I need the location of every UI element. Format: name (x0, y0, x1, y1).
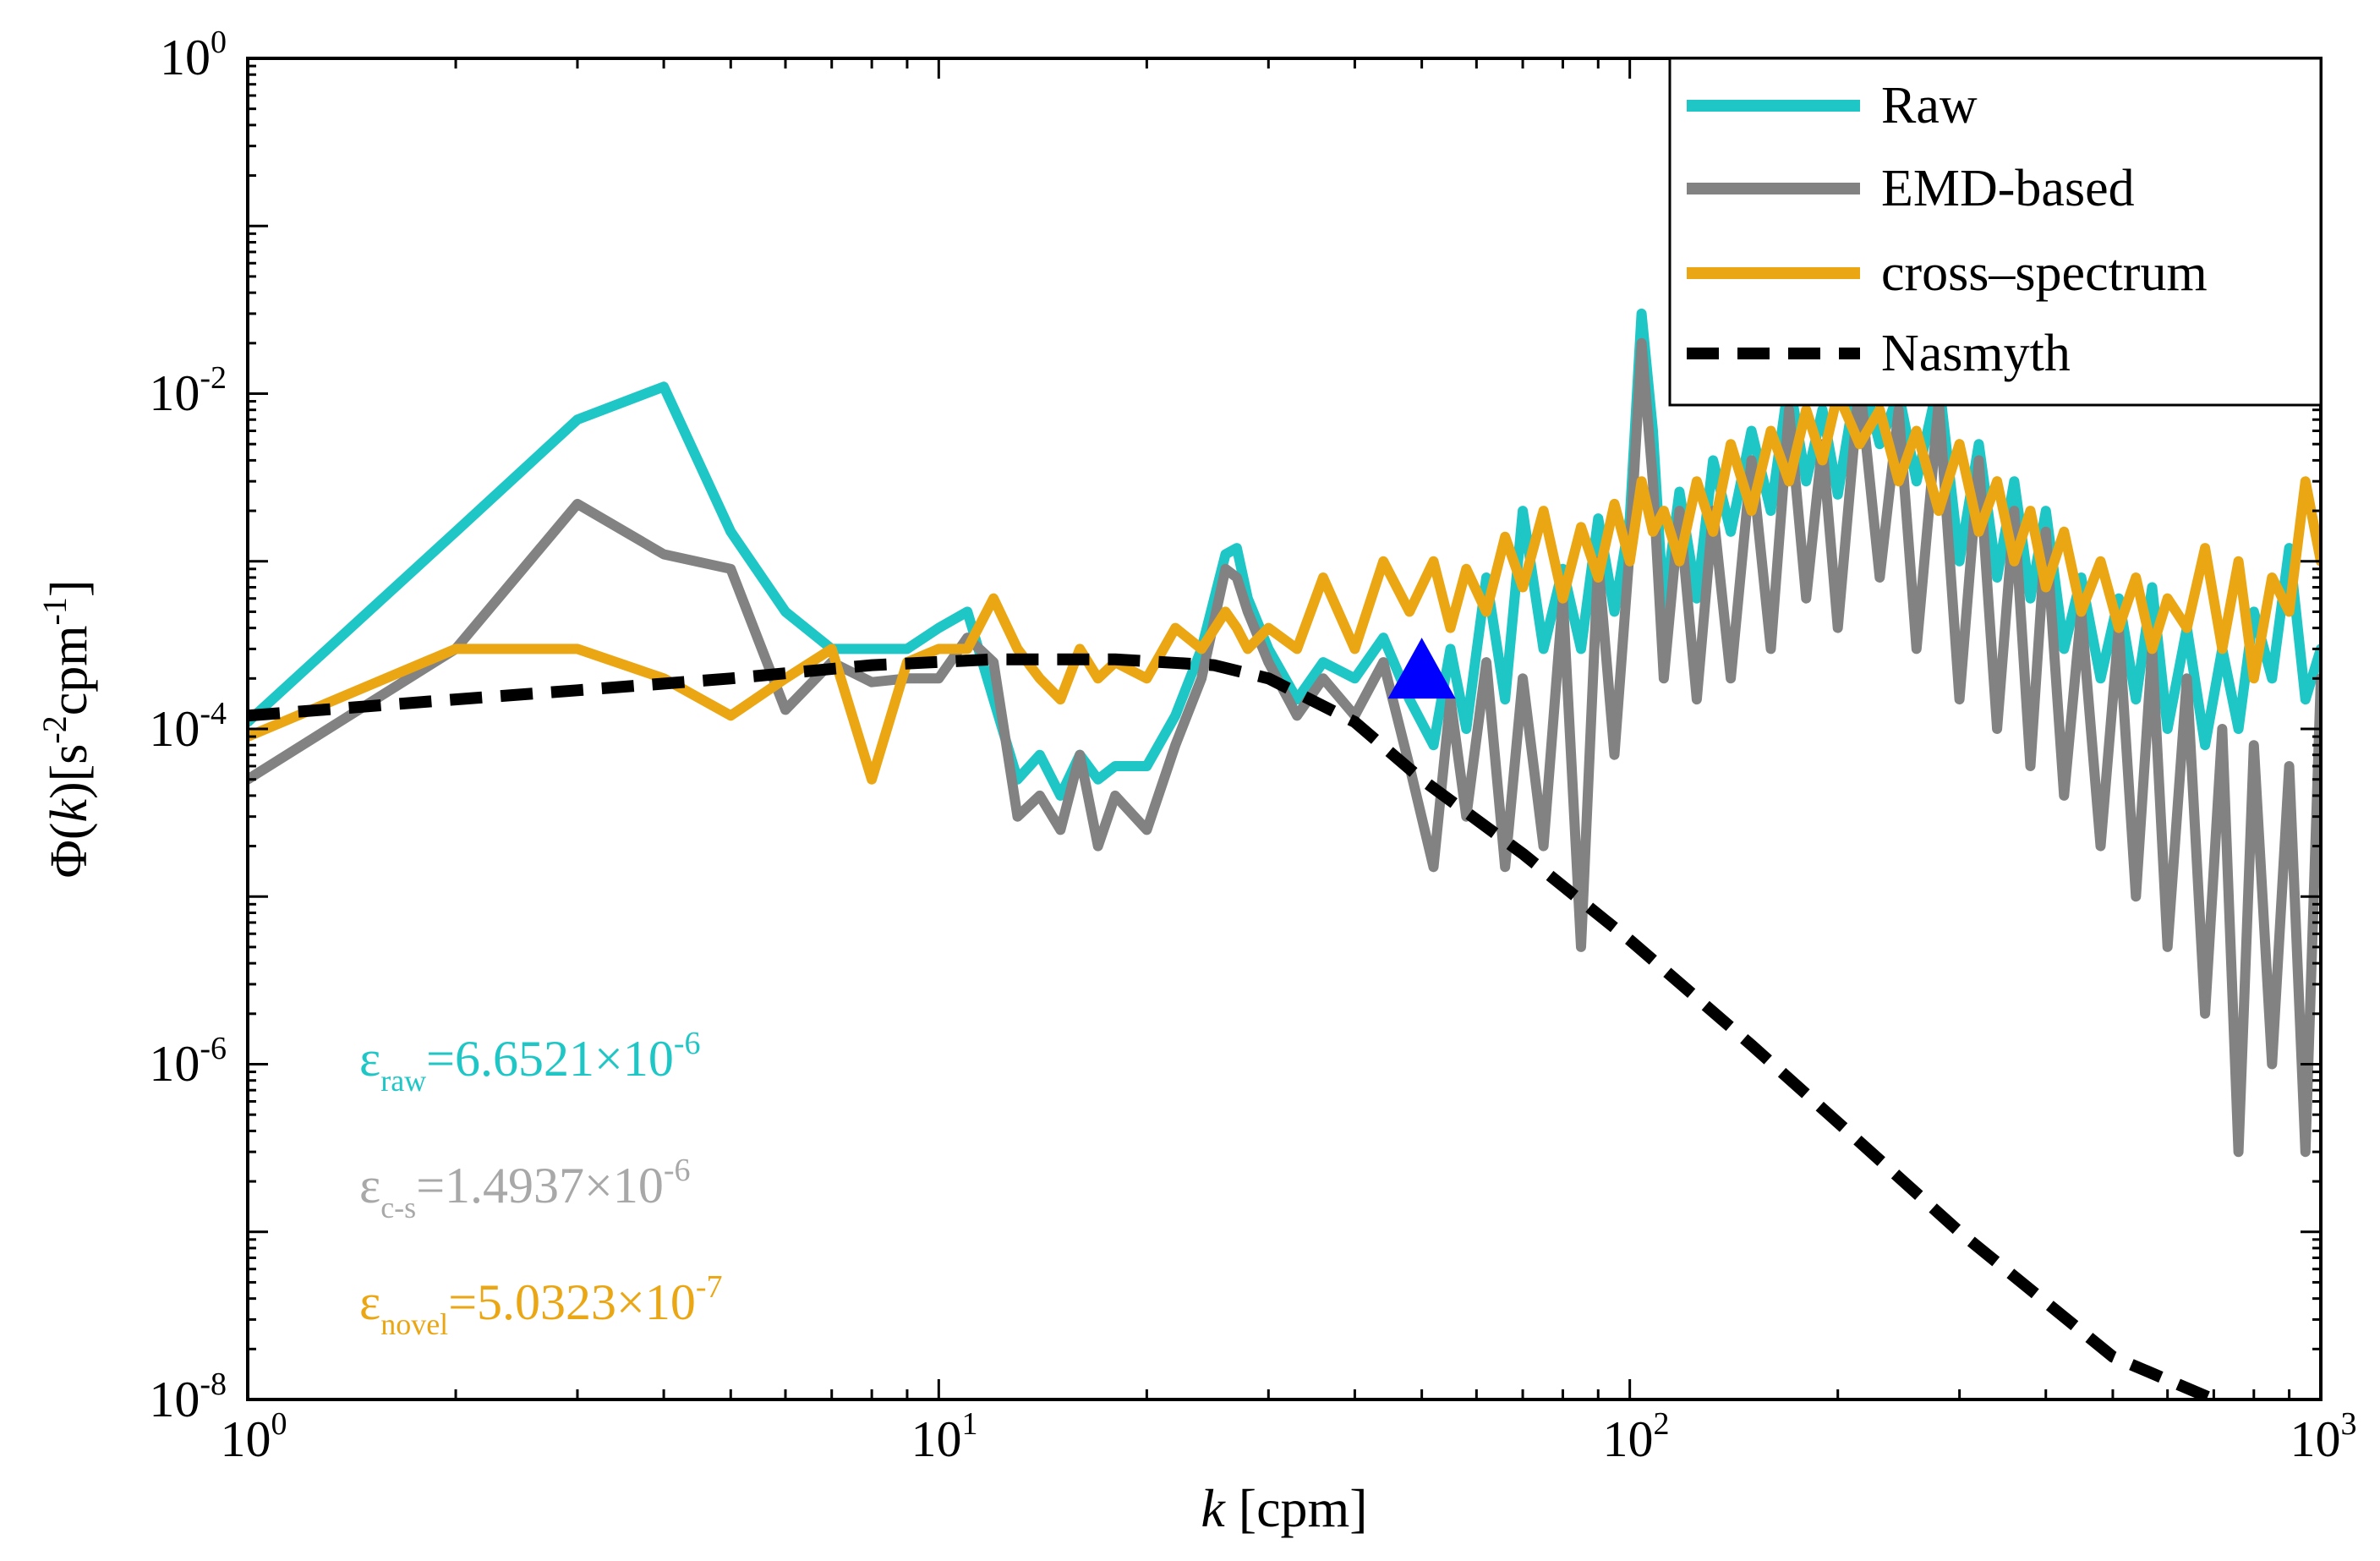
series-line-emd-based (248, 337, 2321, 1158)
x-axis-label: k [cpm] (1201, 1478, 1367, 1538)
x-tick-label: 101 (911, 1406, 978, 1467)
annotation-epsilon-raw: εraw=6.6521×10-6 (359, 1026, 701, 1098)
legend: Raw EMD-based cross–spectrum Nasmyth (1668, 57, 2323, 407)
series-line-raw (248, 308, 2321, 801)
y-tick-label: 10-8 (149, 1367, 227, 1427)
x-tick-label: 100 (221, 1406, 287, 1467)
series-line-nasmyth (248, 653, 2228, 1399)
epsilon-annotations: εraw=6.6521×10-6 εc-s=1.4937×10-6 εnovel… (359, 1026, 723, 1341)
y-tick-label: 10-4 (149, 696, 227, 757)
series-layer (248, 308, 2321, 1399)
legend-box (1668, 57, 2323, 407)
y-axis-label: Φ(k)[s-2cpm-1] (36, 580, 98, 879)
annotation-epsilon-cs: εc-s=1.4937×10-6 (359, 1153, 691, 1224)
y-tick-labels: 10-8 10-6 10-4 10-2 100 (149, 25, 227, 1427)
x-tick-labels: 100 101 102 103 (221, 1406, 2357, 1467)
legend-label-nasmyth: Nasmyth (1881, 325, 2071, 382)
legend-label-emd: EMD-based (1881, 160, 2135, 217)
y-tick-label: 10-6 (149, 1031, 227, 1092)
annotation-epsilon-novel: εnovel=5.0323×10-7 (359, 1269, 723, 1341)
y-tick-label: 10-2 (149, 360, 227, 421)
triangle-marker (1387, 638, 1456, 699)
marker-layer (1387, 638, 1456, 699)
x-tick-label: 102 (1603, 1406, 1670, 1467)
x-tick-label: 103 (2290, 1406, 2357, 1467)
legend-label-cross-spectrum: cross–spectrum (1881, 244, 2208, 302)
series-line-cross-spectrum (248, 388, 2321, 785)
legend-label-raw: Raw (1881, 77, 1978, 134)
y-tick-label: 100 (160, 25, 227, 85)
